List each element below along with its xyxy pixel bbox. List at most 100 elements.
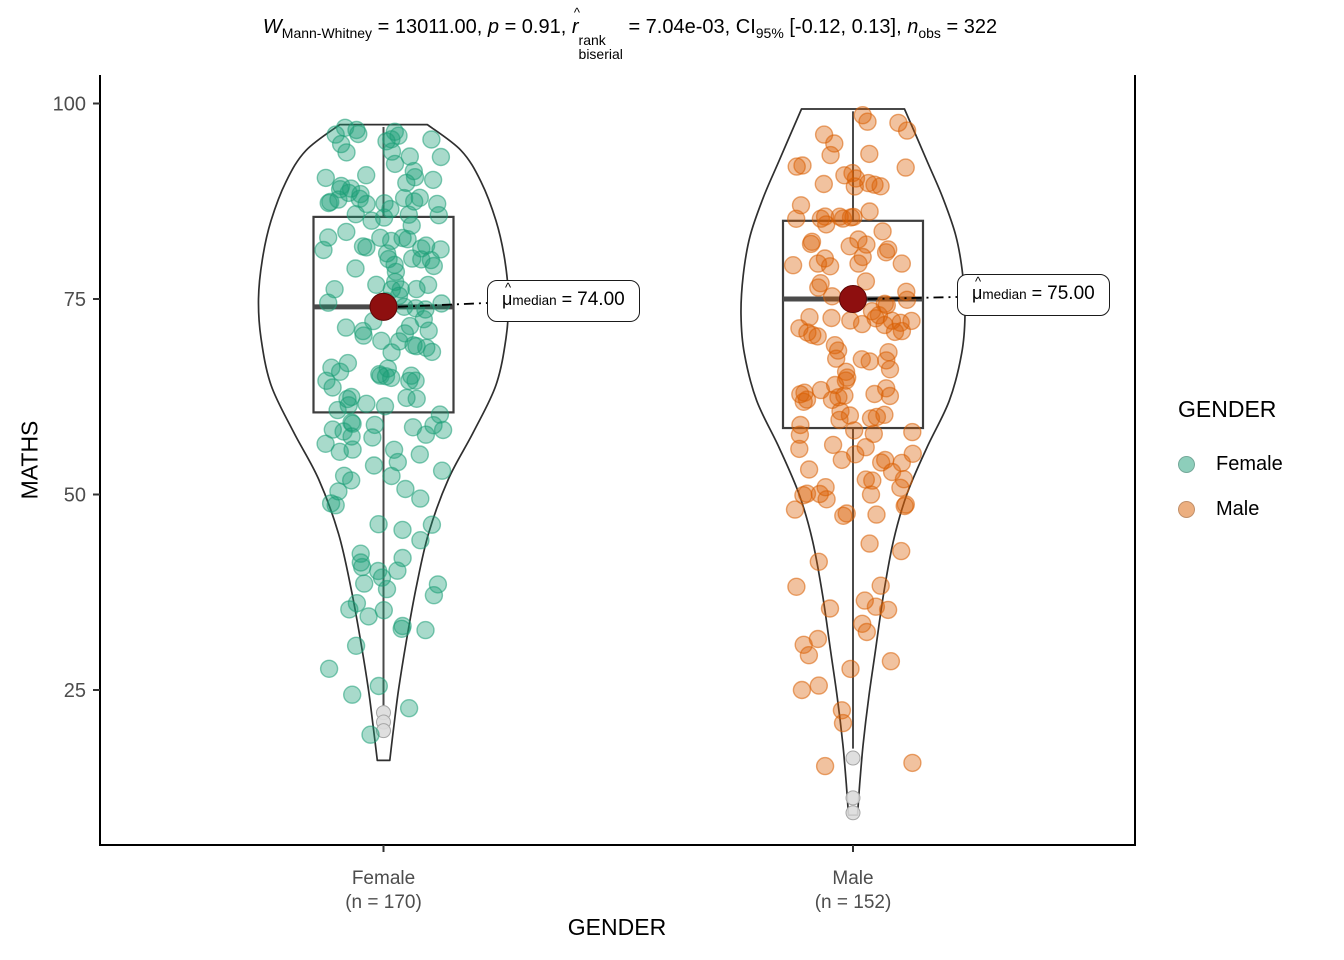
jitter-point xyxy=(353,321,373,341)
jitter-point xyxy=(845,421,864,440)
jitter-point xyxy=(393,520,412,540)
jitter-point xyxy=(428,575,448,594)
jitter-point xyxy=(382,466,401,486)
jitter-point xyxy=(371,228,390,248)
jitter-point xyxy=(328,400,347,420)
median-value: 75.00 xyxy=(1047,283,1095,304)
y-tick-label: 25 xyxy=(64,680,86,702)
jitter-point xyxy=(814,174,833,194)
jitter-point xyxy=(428,194,447,214)
jitter-point xyxy=(892,541,911,561)
jitter-point xyxy=(431,147,451,167)
jitter-point xyxy=(369,515,388,534)
y-tick-label: 50 xyxy=(64,485,86,507)
jitter-point xyxy=(343,685,362,704)
stat-r-scripts: rank biserial xyxy=(578,32,623,62)
jitter-point xyxy=(337,143,356,162)
jitter-point xyxy=(832,450,851,470)
jitter-point xyxy=(871,576,890,595)
jitter-point xyxy=(407,279,426,299)
jitter-point xyxy=(860,144,879,164)
jitter-point xyxy=(897,290,917,309)
stat-ci-value: [-0.12, 0.13], xyxy=(783,16,908,38)
jitter-point xyxy=(369,676,388,696)
leader-line-male xyxy=(867,296,958,300)
jitter-point xyxy=(424,416,443,435)
jitter-point xyxy=(861,409,881,428)
jitter-point xyxy=(876,243,896,262)
jitter-point xyxy=(860,534,879,553)
jitter-point xyxy=(382,231,401,251)
jitter-point xyxy=(892,453,911,473)
jitter-point xyxy=(790,439,809,459)
jitter-point xyxy=(865,384,884,404)
jitter-point xyxy=(393,616,412,636)
stat-ci-symbol: CI xyxy=(735,16,756,38)
stat-r-value: = 7.04e-03, xyxy=(622,16,736,38)
jitter-point xyxy=(791,385,810,404)
jitter-point xyxy=(891,478,910,497)
jitter-point xyxy=(856,272,876,291)
jitter-point xyxy=(411,489,430,508)
jitter-point xyxy=(411,531,430,550)
jitter-point xyxy=(353,557,372,577)
jitter-point xyxy=(808,254,828,273)
jitter-point xyxy=(374,601,393,620)
jitter-point xyxy=(903,422,922,442)
jitter-point xyxy=(831,402,850,421)
jitter-point xyxy=(433,420,453,440)
jitter-point xyxy=(416,425,436,444)
jitter-point xyxy=(377,579,397,599)
y-tick-label: 100 xyxy=(53,94,86,116)
hat-accent: ^ xyxy=(975,274,982,289)
jitter-point xyxy=(402,216,421,235)
jitter-point xyxy=(867,505,886,524)
female-swatch-icon xyxy=(1178,455,1195,473)
jitter-point xyxy=(800,308,819,327)
jitter-point xyxy=(410,445,429,464)
jitter-point xyxy=(416,620,435,640)
jitter-point xyxy=(803,325,822,345)
jitter-point xyxy=(799,646,819,665)
legend-label-female: Female xyxy=(1216,452,1283,475)
jitter-point xyxy=(355,574,374,593)
mu-symbol: μ xyxy=(502,289,513,309)
jitter-point xyxy=(339,183,358,203)
jitter-point xyxy=(879,343,898,362)
jitter-point xyxy=(342,413,361,432)
jitter-point xyxy=(787,157,806,176)
jitter-point xyxy=(834,506,853,525)
legend-item-female: Female xyxy=(1178,449,1283,479)
stat-n-value: = 322 xyxy=(940,16,998,38)
jitter-point xyxy=(864,424,883,444)
stat-n-symbol: n xyxy=(907,16,919,38)
jitter-point xyxy=(841,311,860,330)
jitter-point xyxy=(823,435,843,455)
jitter-point xyxy=(319,293,338,312)
y-axis-title: MATHS xyxy=(16,420,43,500)
jitter-point xyxy=(357,238,376,257)
jitter-point xyxy=(359,607,378,626)
jitter-point xyxy=(863,471,882,490)
jitter-point xyxy=(378,359,397,378)
jitter-point xyxy=(372,331,391,350)
jitter-point xyxy=(881,652,901,671)
jitter-point xyxy=(799,460,819,479)
stat-w-subscript: Mann-Whitney xyxy=(281,25,373,41)
jitter-point xyxy=(792,680,812,700)
jitter-point xyxy=(820,599,840,618)
equals-sign: = xyxy=(1026,283,1048,303)
jitter-point xyxy=(875,315,894,335)
jitter-point xyxy=(423,170,443,190)
jitter-point xyxy=(399,699,419,718)
jitter-point xyxy=(394,188,414,208)
jitter-point xyxy=(892,254,911,273)
jitter-point xyxy=(363,428,382,447)
jitter-point xyxy=(336,318,356,337)
jitter-point xyxy=(783,256,803,275)
median-subscript: median xyxy=(982,287,1027,302)
jitter-point xyxy=(855,591,874,610)
jitter-point xyxy=(827,349,846,368)
jitter-point xyxy=(430,405,450,424)
